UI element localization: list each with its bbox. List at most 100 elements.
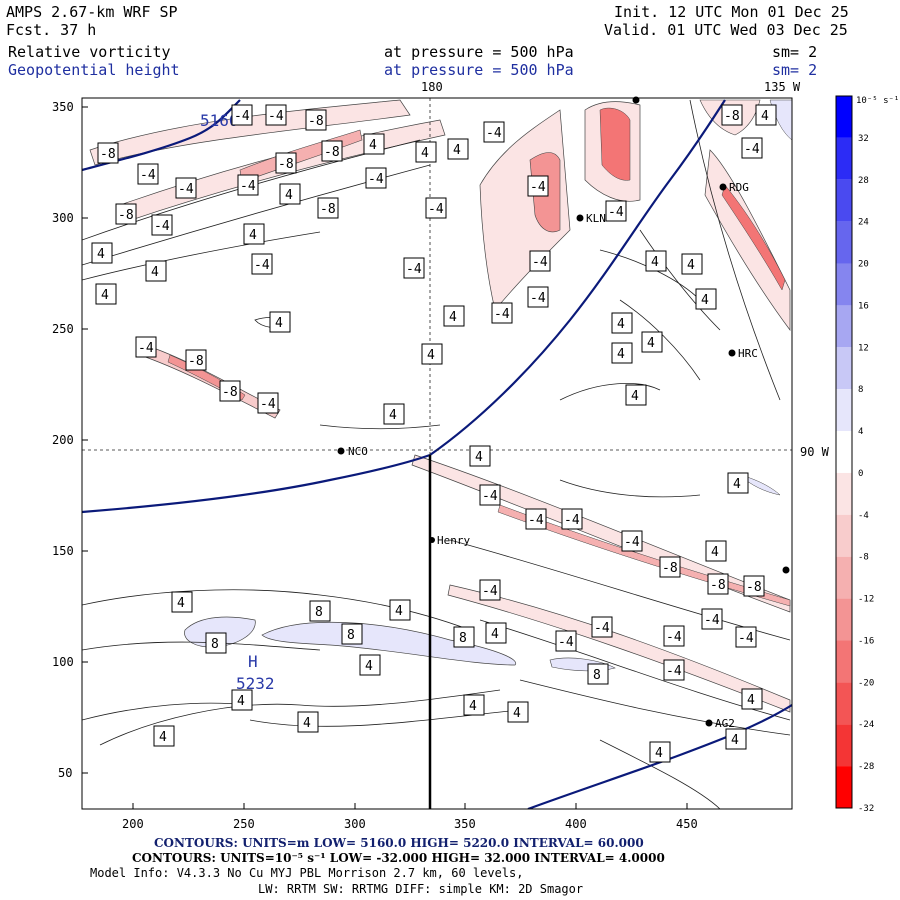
y-tick-350: 350 [52, 100, 74, 114]
longitude-180-label: 180 [421, 80, 443, 94]
contour-label: 4 [389, 599, 411, 621]
contour-label: -8 [305, 109, 327, 131]
svg-text:4: 4 [237, 694, 245, 709]
longitude-135w-label: 135 W [764, 80, 801, 94]
contour-label: -4 [257, 392, 279, 414]
contour-label: -4 [605, 200, 627, 222]
contour-label: -8 [275, 152, 297, 174]
svg-text:4: 4 [647, 336, 655, 351]
svg-text:-4: -4 [666, 664, 682, 679]
svg-text:-4: -4 [178, 182, 194, 197]
high-pressure-mark: H [248, 652, 258, 671]
contour-label: -8 [321, 140, 343, 162]
svg-text:-4: -4 [530, 180, 546, 195]
contour-label: 4 [383, 403, 405, 425]
svg-text:4: 4 [747, 693, 755, 708]
colorbar-label: 8 [858, 385, 863, 395]
contour-label: -8 [317, 197, 339, 219]
svg-text:4: 4 [491, 627, 499, 642]
station-rdg-label: RDG [729, 181, 749, 194]
svg-text:4: 4 [395, 604, 403, 619]
contour-label: 4 [695, 288, 717, 310]
contour-label: -8 [743, 575, 765, 597]
contour-label: 4 [145, 260, 167, 282]
contour-label: 4 [279, 183, 301, 205]
forecast-hour: Fcst. 37 h [6, 21, 97, 39]
svg-text:-4: -4 [744, 142, 760, 157]
svg-text:4: 4 [275, 316, 283, 331]
svg-text:4: 4 [369, 138, 377, 153]
svg-text:4: 4 [701, 293, 709, 308]
colorbar-label: -4 [858, 511, 869, 521]
contour-label: 4 [485, 622, 507, 644]
svg-text:-4: -4 [528, 513, 544, 528]
station-henry-marker [429, 537, 435, 543]
station-henry-label: Henry [437, 534, 470, 547]
colorbar-cell [836, 221, 852, 264]
svg-text:-4: -4 [486, 126, 502, 141]
colorbar-label: 0 [858, 469, 863, 479]
contour-label: 4 [705, 540, 727, 562]
longitude-90w-label: 90 W [800, 445, 829, 459]
contour-label: -4 [365, 167, 387, 189]
contour-label: -4 [527, 286, 549, 308]
svg-text:-8: -8 [278, 157, 294, 172]
svg-text:4: 4 [285, 188, 293, 203]
colorbar-cell [836, 724, 852, 767]
contour-label: 4 [363, 133, 385, 155]
contour-label: -4 [529, 250, 551, 272]
colorbar-cell [836, 640, 852, 683]
svg-text:4: 4 [453, 143, 461, 158]
colorbar-cell [836, 96, 852, 138]
svg-text:8: 8 [459, 631, 467, 646]
y-tick-200: 200 [52, 433, 74, 447]
contour-label: 4 [727, 472, 749, 494]
contour-label: -4 [527, 175, 549, 197]
x-tick-400: 400 [565, 817, 587, 831]
contour-label: 4 [507, 701, 529, 723]
contour-label: -4 [483, 121, 505, 143]
svg-text:-4: -4 [704, 613, 720, 628]
colorbar-cell [836, 389, 852, 432]
contour-label: -4 [663, 659, 685, 681]
field-geopotential: Geopotential height [8, 61, 180, 79]
contour-label: -8 [721, 104, 743, 126]
valid-time: Valid. 01 UTC Wed 03 Dec 25 [604, 21, 848, 39]
colorbar-cell [836, 263, 852, 306]
contour-label: 4 [741, 688, 763, 710]
contour-label: -4 [561, 508, 583, 530]
svg-text:8: 8 [315, 605, 323, 620]
contour-label: -4 [231, 104, 253, 126]
station-kln-label: KLN [586, 212, 606, 225]
svg-text:-4: -4 [564, 513, 580, 528]
colorbar-label: -12 [858, 595, 874, 605]
svg-text:-8: -8 [100, 147, 116, 162]
svg-text:4: 4 [159, 730, 167, 745]
contour-label: 4 [463, 694, 485, 716]
svg-text:4: 4 [151, 265, 159, 280]
model-info: Model Info: V4.3.3 No Cu MYJ PBL Morriso… [90, 866, 524, 880]
svg-text:4: 4 [733, 477, 741, 492]
station-top-marker [632, 96, 640, 104]
colorbar-label: 12 [858, 343, 869, 353]
contour-label: -4 [525, 508, 547, 530]
contour-label: -4 [479, 484, 501, 506]
contour-label: -8 [185, 349, 207, 371]
svg-text:-4: -4 [234, 109, 250, 124]
colorbar-cell [836, 682, 852, 725]
contour-label: -4 [741, 137, 763, 159]
high-pressure-value: 5232 [236, 674, 275, 693]
contour-label: 4 [171, 591, 193, 613]
colorbar-cell [836, 431, 852, 473]
colorbar-label: 20 [858, 260, 869, 270]
contour-label: -4 [555, 630, 577, 652]
y-tick-50: 50 [58, 766, 72, 780]
svg-text:-4: -4 [268, 109, 284, 124]
station-kln-marker [576, 214, 584, 222]
station-nco-marker [337, 447, 345, 455]
colorbar-cell [836, 347, 852, 390]
svg-text:-8: -8 [710, 578, 726, 593]
x-axis: 200 250 300 350 400 450 [122, 803, 698, 831]
y-tick-300: 300 [52, 211, 74, 225]
contour-label: 4 [755, 104, 777, 126]
